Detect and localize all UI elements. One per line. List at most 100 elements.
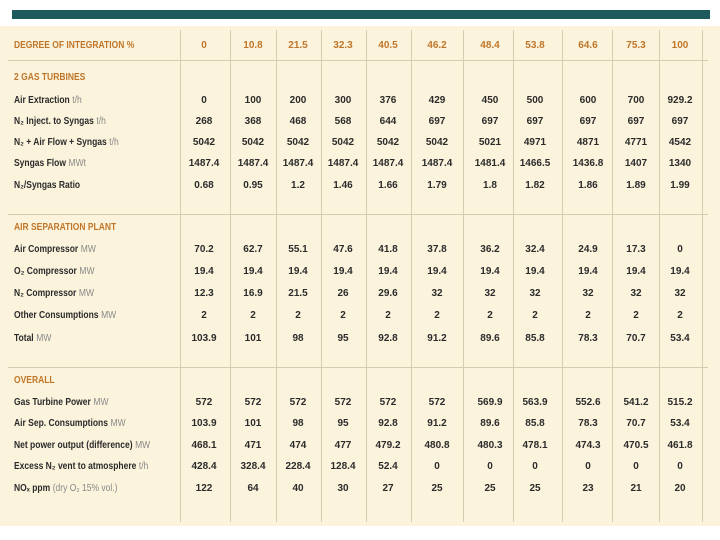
column-divider bbox=[659, 30, 660, 522]
header-value: 0 bbox=[201, 40, 207, 51]
header-value: 10.8 bbox=[243, 40, 263, 51]
row-unit: MW bbox=[36, 333, 52, 344]
cell-value: 0 bbox=[532, 461, 538, 472]
cell-value: 19.4 bbox=[578, 266, 598, 277]
cell-value: 300 bbox=[334, 95, 352, 106]
cell-value: 53.4 bbox=[670, 333, 690, 344]
cell-value: 101 bbox=[244, 333, 262, 344]
row-label: Syngas Flow MWt bbox=[14, 158, 86, 169]
cell-value: 19.4 bbox=[480, 266, 500, 277]
cell-value: 52.4 bbox=[378, 461, 398, 472]
row-label: N₂ Inject. to Syngas t/h bbox=[14, 116, 106, 127]
row-unit: MW bbox=[93, 397, 109, 408]
row-unit: MW bbox=[80, 244, 96, 255]
cell-value: 563.9 bbox=[522, 397, 548, 408]
cell-value: 2 bbox=[487, 310, 493, 321]
cell-value: 572 bbox=[195, 397, 213, 408]
cell-value: 2 bbox=[677, 310, 683, 321]
cell-value: 19.4 bbox=[288, 266, 308, 277]
cell-value: 32 bbox=[674, 288, 686, 299]
cell-value: 1436.8 bbox=[572, 158, 604, 169]
cell-value: 21.5 bbox=[288, 288, 308, 299]
cell-value: 5042 bbox=[192, 137, 216, 148]
cell-value: 1.8 bbox=[483, 180, 497, 191]
cell-value: 0.95 bbox=[243, 180, 263, 191]
cell-value: 0 bbox=[434, 461, 440, 472]
cell-value: 0 bbox=[677, 244, 683, 255]
cell-value: 70.2 bbox=[194, 244, 214, 255]
cell-value: 16.9 bbox=[243, 288, 263, 299]
header-value: 75.3 bbox=[626, 40, 646, 51]
cell-value: 23 bbox=[582, 483, 594, 494]
cell-value: 89.6 bbox=[480, 333, 500, 344]
cell-value: 122 bbox=[195, 483, 213, 494]
cell-value: 228.4 bbox=[285, 461, 311, 472]
cell-value: 474 bbox=[289, 440, 307, 451]
cell-value: 368 bbox=[244, 116, 262, 127]
cell-value: 697 bbox=[428, 116, 446, 127]
cell-value: 572 bbox=[289, 397, 307, 408]
row-unit: MW bbox=[78, 288, 95, 299]
cell-value: 70.7 bbox=[626, 333, 646, 344]
cell-value: 572 bbox=[428, 397, 446, 408]
cell-value: 0 bbox=[633, 461, 639, 472]
row-label: NOₓ ppm (dry O₂ 15% vol.) bbox=[14, 483, 118, 494]
cell-value: 1.2 bbox=[291, 180, 305, 191]
cell-value: 5042 bbox=[376, 137, 400, 148]
cell-value: 91.2 bbox=[427, 418, 447, 429]
cell-value: 29.6 bbox=[378, 288, 398, 299]
row-label: N₂/Syngas Ratio bbox=[14, 180, 81, 191]
cell-value: 92.8 bbox=[378, 333, 398, 344]
cell-value: 5042 bbox=[241, 137, 265, 148]
cell-value: 515.2 bbox=[667, 397, 693, 408]
cell-value: 32 bbox=[529, 288, 541, 299]
cell-value: 1.89 bbox=[626, 180, 646, 191]
header-value: 32.3 bbox=[333, 40, 353, 51]
cell-value: 572 bbox=[244, 397, 262, 408]
section-title: 2 GAS TURBINES bbox=[14, 72, 86, 83]
cell-value: 30 bbox=[337, 483, 349, 494]
cell-value: 541.2 bbox=[623, 397, 649, 408]
row-label: O₂ Compressor MW bbox=[14, 266, 95, 277]
cell-value: 47.6 bbox=[333, 244, 353, 255]
cell-value: 32 bbox=[630, 288, 642, 299]
cell-value: 2 bbox=[201, 310, 207, 321]
cell-value: 376 bbox=[379, 95, 397, 106]
cell-value: 12.3 bbox=[194, 288, 214, 299]
cell-value: 40 bbox=[292, 483, 304, 494]
cell-value: 103.9 bbox=[191, 418, 217, 429]
row-unit: MWt bbox=[68, 158, 86, 169]
column-divider bbox=[276, 30, 277, 522]
cell-value: 27 bbox=[382, 483, 394, 494]
header-value: 46.2 bbox=[427, 40, 447, 51]
cell-value: 5021 bbox=[478, 137, 502, 148]
row-label: Total MW bbox=[14, 333, 52, 344]
header-value: 21.5 bbox=[288, 40, 308, 51]
row-unit: MW bbox=[101, 310, 117, 321]
cell-value: 468.1 bbox=[191, 440, 217, 451]
cell-value: 25 bbox=[529, 483, 541, 494]
cell-value: 1466.5 bbox=[519, 158, 551, 169]
cell-value: 62.7 bbox=[243, 244, 263, 255]
cell-value: 477 bbox=[334, 440, 352, 451]
cell-value: 19.4 bbox=[670, 266, 690, 277]
cell-value: 4871 bbox=[576, 137, 600, 148]
header-value: 64.6 bbox=[578, 40, 598, 51]
cell-value: 92.8 bbox=[378, 418, 398, 429]
cell-value: 644 bbox=[379, 116, 397, 127]
section-title: AIR SEPARATION PLANT bbox=[14, 222, 117, 233]
cell-value: 98 bbox=[292, 418, 304, 429]
cell-value: 500 bbox=[526, 95, 544, 106]
cell-value: 0 bbox=[487, 461, 493, 472]
cell-value: 1487.4 bbox=[282, 158, 314, 169]
cell-value: 19.4 bbox=[427, 266, 447, 277]
column-divider bbox=[463, 30, 464, 522]
cell-value: 25 bbox=[431, 483, 443, 494]
cell-value: 32 bbox=[582, 288, 594, 299]
cell-value: 2 bbox=[633, 310, 639, 321]
cell-value: 2 bbox=[385, 310, 391, 321]
cell-value: 41.8 bbox=[378, 244, 398, 255]
cell-value: 1487.4 bbox=[327, 158, 359, 169]
section-title: OVERALL bbox=[14, 375, 55, 386]
cell-value: 95 bbox=[337, 418, 349, 429]
